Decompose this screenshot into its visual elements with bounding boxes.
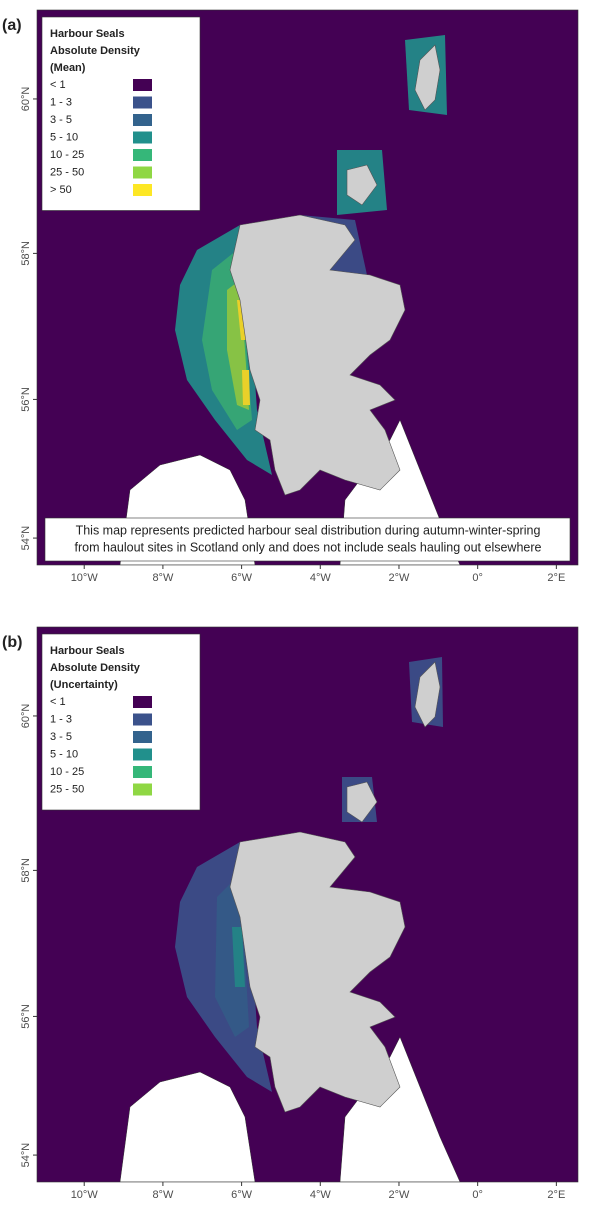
x-tick-label: 4°W <box>310 1189 332 1201</box>
legend-swatch <box>133 149 152 161</box>
legend-label: < 1 <box>50 79 66 91</box>
y-tick-label: 56°N <box>20 1004 32 1029</box>
legend-label: 1 - 3 <box>50 713 72 725</box>
x-tick-label: 10°W <box>71 572 99 584</box>
legend-swatch <box>133 114 152 126</box>
legend-label: 3 - 5 <box>50 114 72 126</box>
x-tick-label: 4°W <box>310 572 332 584</box>
legend-title: Harbour Seals <box>50 28 125 40</box>
note-text: from haulout sites in Scotland only and … <box>75 540 542 554</box>
x-tick-label: 8°W <box>152 1189 174 1201</box>
legend-swatch <box>133 166 152 179</box>
legend-swatch <box>133 783 152 796</box>
legend-swatch <box>133 748 152 761</box>
legend-title: Harbour Seals <box>50 645 125 657</box>
x-tick-label: 0° <box>472 572 483 584</box>
x-tick-label: 8°W <box>152 572 174 584</box>
map-frame <box>36 626 579 1183</box>
legend-swatch <box>133 766 152 778</box>
legend-title: Absolute Density <box>50 662 141 674</box>
x-tick-label: 6°W <box>231 572 253 584</box>
legend-swatch <box>133 184 152 196</box>
y-tick-label: 54°N <box>20 526 32 551</box>
map-panel: (a) 10°W 8°W 6°W 4°W 2°W 0° 2°E 54°N 56°N 58°N 60°N… <box>2 9 579 584</box>
legend-swatch <box>133 731 152 743</box>
legend-swatch <box>133 713 152 726</box>
legend: Harbour Seals Absolute Density (Uncertaint… <box>41 633 201 811</box>
legend-swatch <box>133 79 152 91</box>
panel-label: (a) <box>2 17 22 34</box>
y-tick-label: 60°N <box>20 704 32 729</box>
axes: 10°W 8°W 6°W 4°W 2°W 0° 2°E 54°N 56°N 58°N 60°N <box>20 704 565 1201</box>
y-tick-label: 58°N <box>20 858 32 883</box>
x-tick-label: 0° <box>472 1189 483 1201</box>
x-tick-label: 6°W <box>231 1189 253 1201</box>
legend-title: (Uncertainty) <box>50 679 118 691</box>
legend-label: 1 - 3 <box>50 96 72 108</box>
legend-swatch <box>133 96 152 109</box>
x-tick-label: 2°E <box>547 572 565 584</box>
legend-title: (Mean) <box>50 62 86 74</box>
axes: 10°W 8°W 6°W 4°W 2°W 0° 2°E 54°N 56°N 58°N 60°N <box>20 87 565 584</box>
panel-label: (b) <box>2 634 22 651</box>
map-frame <box>36 9 579 566</box>
legend-label: 5 - 10 <box>50 748 78 760</box>
y-tick-label: 54°N <box>20 1143 32 1168</box>
legend-box <box>41 16 201 211</box>
legend-label: < 1 <box>50 696 66 708</box>
note-box <box>44 517 571 562</box>
legend-label: 25 - 50 <box>50 783 84 795</box>
legend-label: 10 - 25 <box>50 149 84 161</box>
legend-label: 3 - 5 <box>50 731 72 743</box>
map-panel: (b) 10°W 8°W 6°W 4°W 2°W 0° 2°E 54°N 56°N 58°N 60°N… <box>2 626 579 1201</box>
x-tick-label: 10°W <box>71 1189 99 1201</box>
y-tick-label: 60°N <box>20 87 32 112</box>
y-tick-label: 58°N <box>20 241 32 266</box>
legend-label: > 50 <box>50 184 72 196</box>
x-tick-label: 2°W <box>389 1189 411 1201</box>
legend-swatch <box>133 131 152 144</box>
x-tick-label: 2°W <box>389 572 411 584</box>
note-text: This map represents predicted harbour se… <box>76 523 541 537</box>
legend-label: 10 - 25 <box>50 766 84 778</box>
legend-title: Absolute Density <box>50 45 141 57</box>
y-tick-label: 56°N <box>20 387 32 412</box>
legend-swatch <box>133 696 152 708</box>
legend: Harbour Seals Absolute Density (Mean) < 1 1 … <box>41 16 201 211</box>
legend-label: 5 - 10 <box>50 131 78 143</box>
x-tick-label: 2°E <box>547 1189 565 1201</box>
legend-box <box>41 633 201 811</box>
legend-label: 25 - 50 <box>50 166 84 178</box>
